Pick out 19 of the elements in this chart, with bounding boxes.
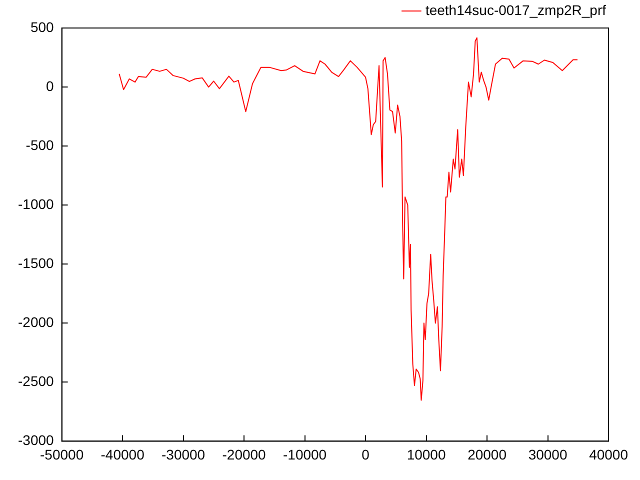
x-tick-label: 30000 <box>528 446 568 462</box>
x-tick-label: 40000 <box>589 446 628 462</box>
y-tick-label: -1000 <box>18 196 54 212</box>
x-tick-label: 20000 <box>468 446 507 462</box>
legend-label: teeth14suc-0017_zmp2R_prf <box>425 2 606 18</box>
x-tick-label: -40000 <box>100 446 145 462</box>
x-tick-label: -20000 <box>222 446 266 462</box>
x-tick-label: 10000 <box>406 446 446 462</box>
y-tick-label: 0 <box>46 78 54 94</box>
y-tick-label: -2500 <box>18 373 54 390</box>
y-tick-label: 500 <box>30 18 54 35</box>
y-tick-label: -2000 <box>18 314 54 330</box>
x-tick-label: -10000 <box>283 446 327 462</box>
y-tick-label: -1500 <box>18 254 54 271</box>
x-tick-label: -30000 <box>162 446 206 462</box>
y-tick-label: -500 <box>26 136 54 153</box>
y-tick-label: -3000 <box>18 432 54 448</box>
x-tick-label: -50000 <box>40 446 84 462</box>
x-tick-label: 0 <box>362 446 370 462</box>
